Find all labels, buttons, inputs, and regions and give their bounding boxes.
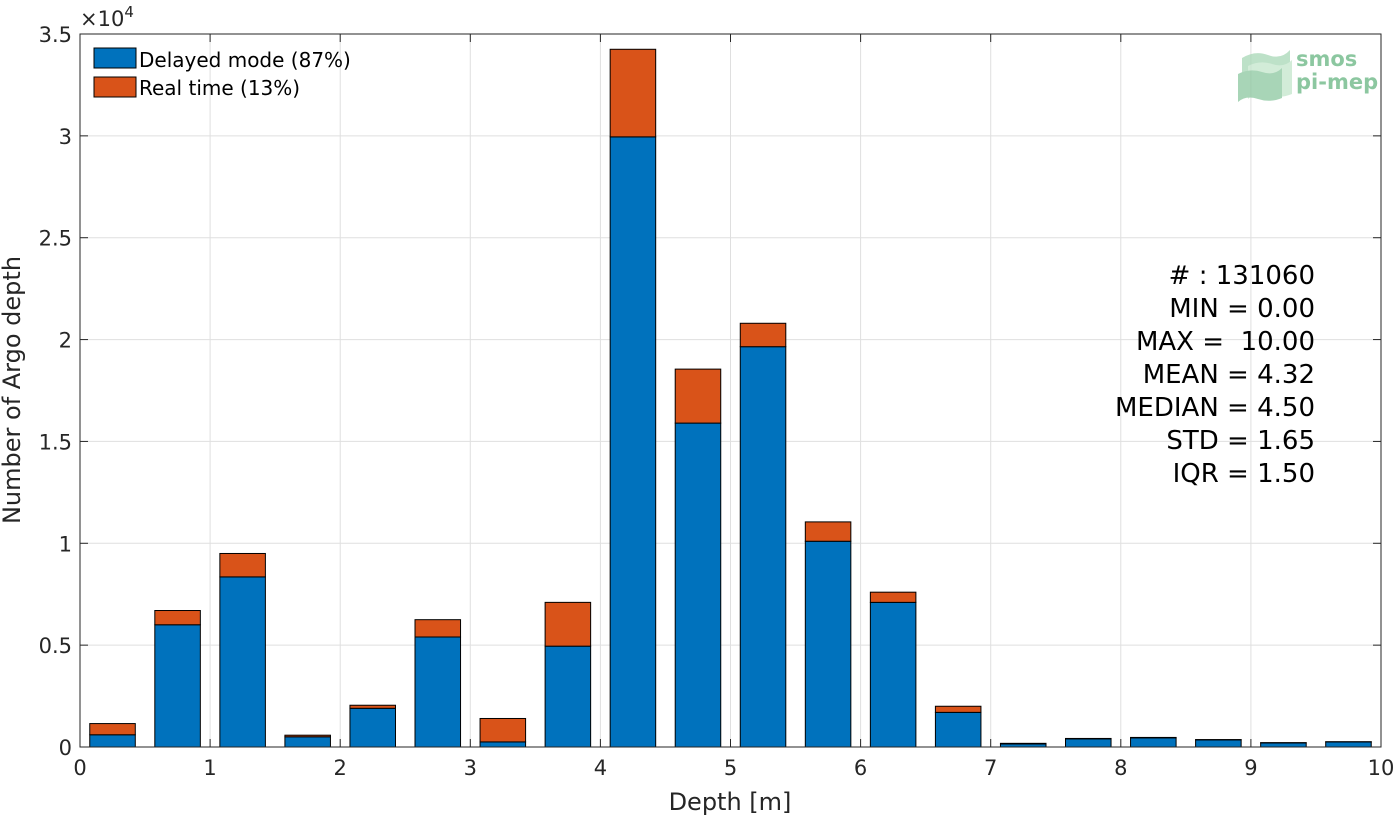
y-tick-label: 1.5 — [39, 430, 72, 454]
stat-max: MAX = 10.00 — [1136, 327, 1315, 357]
bar-realtime-11 — [804, 521, 852, 542]
y-exponent-label: ×104 — [80, 3, 134, 31]
x-tick-label: 1 — [203, 756, 216, 780]
bar-delayed-10 — [739, 346, 787, 748]
bar-delayed-8 — [609, 136, 657, 748]
x-axis-ticks: 0 1 2 3 4 5 6 7 8 9 10 — [73, 34, 1394, 780]
bar-realtime-10 — [739, 322, 787, 348]
bar-delayed-9 — [674, 422, 722, 748]
stat-mean: MEAN = 4.32 — [1143, 360, 1315, 390]
bar-realtime-1 — [154, 610, 201, 626]
bar-realtime-5 — [414, 619, 462, 638]
y-tick-label: 3 — [59, 125, 72, 149]
bar-delayed-2 — [219, 576, 266, 748]
bar-delayed-7 — [544, 645, 592, 748]
statistics-annotation: # : 131060 MIN = 0.00 MAX = 10.00 MEAN =… — [1115, 261, 1315, 489]
y-tick-label: 2.5 — [39, 227, 72, 251]
stat-median: MEDIAN = 4.50 — [1115, 393, 1315, 423]
stat-min: MIN = 0.00 — [1169, 294, 1315, 324]
x-tick-label: 8 — [1114, 756, 1127, 780]
bar-realtime-7 — [544, 601, 592, 647]
legend-label-realtime: Real time (13%) — [139, 76, 300, 100]
x-tick-label: 2 — [334, 756, 347, 780]
bar-delayed-16 — [1130, 737, 1177, 748]
bar-delayed-6 — [479, 741, 527, 748]
bar-delayed-19 — [1325, 741, 1372, 748]
grid-lines — [80, 33, 1381, 747]
y-axis-label: Number of Argo depth — [0, 256, 26, 524]
stat-std: STD = 1.65 — [1166, 426, 1315, 456]
bar-delayed-17 — [1195, 739, 1242, 748]
y-tick-label: 0 — [59, 736, 72, 760]
bar-delayed-12 — [869, 601, 917, 748]
bar-realtime-12 — [869, 591, 917, 603]
x-tick-label: 9 — [1244, 756, 1257, 780]
y-tick-label: 2 — [59, 329, 72, 353]
logo-line-smos: smos — [1296, 47, 1357, 71]
x-tick-label: 6 — [854, 756, 867, 780]
legend-swatch-delayed — [93, 47, 137, 69]
bar-realtime-4 — [349, 704, 396, 709]
x-tick-label: 4 — [594, 756, 607, 780]
bar-delayed-15 — [1065, 738, 1112, 748]
bars — [89, 48, 1372, 748]
bar-realtime-0 — [89, 723, 136, 736]
y-axis-ticks: 0 0.5 1 1.5 2 2.5 3 3.5 — [39, 23, 1381, 760]
logo-line-pimep: pi-mep — [1296, 70, 1378, 94]
bar-delayed-4 — [349, 707, 396, 748]
bar-realtime-2 — [219, 552, 266, 578]
bar-delayed-13 — [934, 711, 982, 748]
legend-label-delayed: Delayed mode (87%) — [139, 48, 351, 72]
x-tick-label: 0 — [73, 756, 86, 780]
stat-iqr: IQR = 1.50 — [1173, 459, 1315, 489]
x-tick-label: 7 — [984, 756, 997, 780]
bar-realtime-3 — [284, 734, 331, 738]
x-axis-label: Depth [m] — [669, 788, 792, 816]
x-tick-label: 5 — [724, 756, 737, 780]
y-tick-label: 1 — [59, 532, 72, 556]
bar-realtime-9 — [674, 368, 722, 424]
bar-delayed-3 — [284, 736, 331, 748]
bar-realtime-13 — [934, 705, 982, 713]
bar-delayed-11 — [804, 540, 852, 748]
bar-realtime-14 — [999, 742, 1047, 745]
bar-realtime-8 — [609, 48, 657, 138]
legend-swatch-realtime — [93, 76, 137, 98]
smos-pi-mep-logo: smos pi-mep — [1238, 47, 1378, 102]
y-tick-label: 3.5 — [39, 23, 72, 47]
legend: Delayed mode (87%) Real time (13%) — [93, 47, 351, 100]
stat-count: # : 131060 — [1169, 261, 1315, 291]
x-tick-label: 10 — [1368, 756, 1395, 780]
x-tick-label: 3 — [464, 756, 477, 780]
bar-delayed-0 — [89, 734, 136, 748]
y-tick-label: 0.5 — [39, 634, 72, 658]
bar-delayed-1 — [154, 624, 201, 748]
logo-wave-icon — [1238, 50, 1292, 102]
bar-realtime-6 — [479, 717, 527, 743]
bar-delayed-5 — [414, 636, 462, 748]
bar-delayed-18 — [1260, 742, 1307, 748]
